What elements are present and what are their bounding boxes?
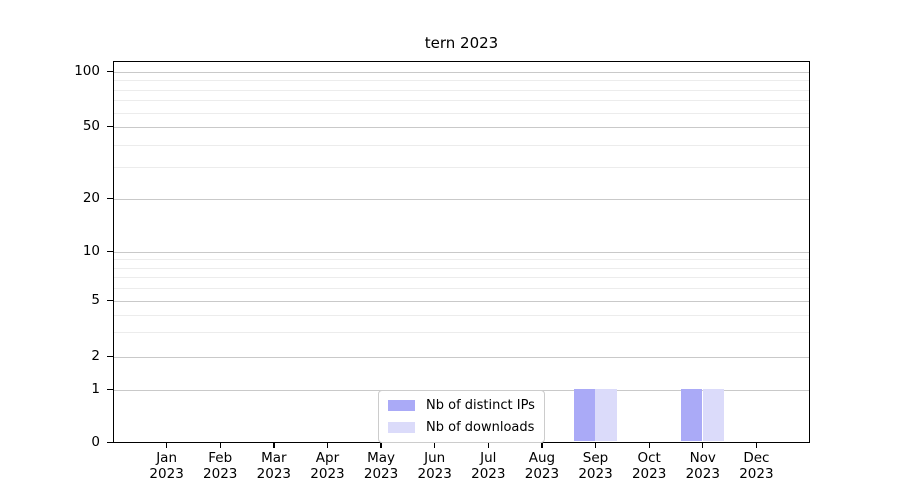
minor-gridline-40 <box>114 144 809 146</box>
x-tick-label-aug: Aug 2023 <box>510 450 574 482</box>
y-tick-label-0: 0 <box>91 434 100 450</box>
month-year: 2023 <box>363 466 399 482</box>
x-tick-mark-apr <box>326 443 329 448</box>
x-tick-label-apr: Apr 2023 <box>295 450 359 482</box>
month-year: 2023 <box>524 466 560 482</box>
bar-nov-distinct-ips <box>681 388 703 442</box>
y-tick-label-2: 2 <box>91 348 100 364</box>
minor-gridline-90 <box>114 80 809 82</box>
month-name: Apr <box>315 450 340 466</box>
legend-entry-distinct-ips: Nb of distinct IPs <box>388 397 535 414</box>
minor-gridline-9 <box>114 259 809 261</box>
x-tick-mark-mar <box>273 443 275 448</box>
y-tick-label-100: 100 <box>74 63 100 79</box>
plot-area: Nb of distinct IPs Nb of downloads <box>113 61 810 443</box>
x-tick-mark-oct <box>648 443 650 448</box>
x-tick-label-may: May 2023 <box>349 450 413 482</box>
month-year: 2023 <box>417 466 452 482</box>
x-tick-mark-dec <box>755 443 758 448</box>
month-name: Jun <box>424 450 446 466</box>
month-name: Aug <box>528 450 556 466</box>
legend-label-distinct-ips: Nb of distinct IPs <box>426 398 535 413</box>
chart-title: tern 2023 <box>424 34 499 52</box>
minor-gridline-3 <box>114 332 809 334</box>
month-year: 2023 <box>739 466 774 482</box>
y-tick-mark-10 <box>107 250 113 252</box>
x-tick-label-oct: Oct 2023 <box>617 450 681 482</box>
y-tick-label-20: 20 <box>82 190 100 206</box>
minor-gridline-30 <box>114 167 809 169</box>
legend-swatch-distinct-ips <box>388 400 415 411</box>
minor-gridline-8 <box>114 267 809 269</box>
x-tick-mark-jan <box>166 443 168 448</box>
y-tick-label-1: 1 <box>91 381 100 397</box>
y-tick-label-10: 10 <box>82 243 100 259</box>
x-tick-label-nov: Nov 2023 <box>671 450 735 482</box>
month-name: Jan <box>156 450 178 466</box>
x-tick-label-jan: Jan 2023 <box>135 450 199 482</box>
major-gridline-5 <box>114 301 809 302</box>
month-year: 2023 <box>256 466 292 482</box>
month-year: 2023 <box>685 466 720 482</box>
y-tick-mark-2 <box>107 355 113 357</box>
month-name: Nov <box>689 450 716 466</box>
major-gridline-2 <box>114 357 809 358</box>
x-tick-label-mar: Mar 2023 <box>242 450 306 482</box>
y-tick-mark-5 <box>107 299 113 301</box>
minor-gridline-70 <box>114 100 809 102</box>
x-tick-mark-jun <box>434 443 436 448</box>
bar-sep-distinct-ips <box>573 388 596 442</box>
month-year: 2023 <box>149 466 184 482</box>
minor-gridline-60 <box>114 112 809 114</box>
x-tick-mark-nov <box>702 443 704 448</box>
month-year: 2023 <box>631 466 667 482</box>
x-tick-label-dec: Dec 2023 <box>724 450 788 482</box>
x-tick-label-jul: Jul 2023 <box>456 450 520 482</box>
y-tick-mark-20 <box>107 197 113 199</box>
legend-label-downloads: Nb of downloads <box>426 420 535 435</box>
month-name: Dec <box>743 450 770 466</box>
x-tick-mark-aug <box>541 443 543 448</box>
month-year: 2023 <box>471 466 506 482</box>
minor-gridline-80 <box>114 89 809 91</box>
month-year: 2023 <box>310 466 345 482</box>
major-gridline-10 <box>114 252 809 253</box>
x-tick-mark-sep <box>594 443 597 448</box>
legend-swatch-downloads <box>388 422 415 433</box>
month-year: 2023 <box>203 466 238 482</box>
y-tick-mark-50 <box>107 125 113 127</box>
major-gridline-50 <box>114 127 809 128</box>
x-tick-mark-feb <box>219 443 221 448</box>
bar-sep-downloads <box>595 388 617 442</box>
x-tick-label-sep: Sep 2023 <box>564 450 628 482</box>
minor-gridline-6 <box>114 288 809 290</box>
x-tick-mark-jul <box>487 443 489 448</box>
month-name: May <box>367 450 396 466</box>
y-tick-mark-1 <box>107 388 113 390</box>
minor-gridline-4 <box>114 314 809 316</box>
month-name: Feb <box>208 450 233 466</box>
y-tick-label-5: 5 <box>91 292 100 308</box>
month-name: Sep <box>582 450 609 466</box>
major-gridline-20 <box>114 199 809 200</box>
month-name: Oct <box>637 450 661 466</box>
month-year: 2023 <box>578 466 613 482</box>
x-tick-label-feb: Feb 2023 <box>188 450 252 482</box>
minor-gridline-7 <box>114 277 809 279</box>
y-tick-label-50: 50 <box>82 118 100 134</box>
bar-nov-downloads <box>702 388 724 442</box>
month-name: Mar <box>261 450 287 466</box>
y-tick-mark-100 <box>107 70 113 72</box>
month-name: Jul <box>480 450 497 466</box>
y-tick-mark-0 <box>107 441 113 443</box>
x-tick-label-jun: Jun 2023 <box>403 450 467 482</box>
legend-entry-downloads: Nb of downloads <box>388 419 535 436</box>
legend: Nb of distinct IPs Nb of downloads <box>378 390 545 443</box>
major-gridline-100 <box>114 72 809 73</box>
x-tick-mark-may <box>380 443 382 448</box>
